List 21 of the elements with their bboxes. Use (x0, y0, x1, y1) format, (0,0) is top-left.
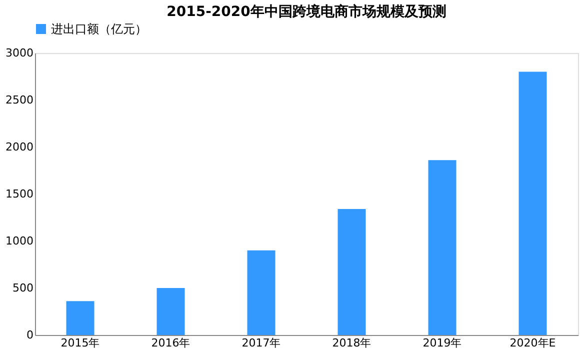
y-tick-label: 3000 (6, 46, 34, 60)
legend-label: 进出口额（亿元） (51, 22, 147, 36)
bar (338, 209, 366, 335)
x-tick-label: 2017年 (242, 336, 281, 350)
y-tick-label: 1500 (6, 188, 34, 200)
y-tick-label: 500 (12, 282, 34, 294)
bar (247, 250, 276, 335)
x-tick-label: 2018年 (332, 336, 372, 350)
bar (66, 301, 94, 335)
y-tick-label: 0 (26, 328, 34, 342)
x-tick-label: 2016年 (151, 336, 190, 350)
chart-title: 2015-2020年中国跨境电商市场规模及预测 (166, 3, 446, 20)
x-tick-label: 2020年E (510, 336, 556, 350)
bar (428, 160, 456, 335)
y-tick-label: 2000 (6, 140, 34, 154)
y-tick-label: 1000 (6, 234, 34, 248)
y-tick-label: 2500 (6, 94, 34, 106)
bar (156, 288, 185, 335)
x-tick-label: 2019年 (422, 336, 462, 350)
bar (518, 72, 547, 335)
x-tick-label: 2015年 (60, 336, 100, 350)
